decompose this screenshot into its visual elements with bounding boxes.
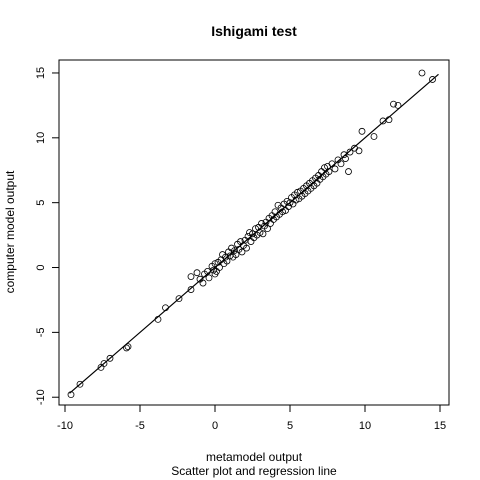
data-point bbox=[249, 230, 256, 238]
data-point bbox=[256, 229, 264, 236]
data-point bbox=[199, 279, 207, 287]
data-point bbox=[331, 165, 339, 173]
y-tick-label: -10 bbox=[35, 389, 47, 405]
y-tick-label: 10 bbox=[35, 132, 47, 144]
data-points bbox=[67, 69, 436, 399]
y-tick-label: 5 bbox=[35, 200, 47, 206]
x-axis: -10 -5 0 5 10 15 bbox=[57, 404, 446, 432]
data-point bbox=[340, 151, 348, 159]
data-point bbox=[321, 164, 328, 172]
data-point bbox=[252, 225, 259, 233]
y-axis-label: computer model output bbox=[3, 170, 17, 293]
data-point bbox=[175, 295, 183, 303]
data-point bbox=[123, 344, 130, 352]
x-tick-label: 5 bbox=[287, 420, 293, 432]
x-tick-label: 15 bbox=[434, 420, 446, 432]
data-point bbox=[216, 264, 223, 271]
data-point bbox=[337, 160, 345, 168]
data-point bbox=[223, 257, 231, 265]
data-point bbox=[187, 273, 195, 280]
data-point bbox=[342, 155, 349, 162]
data-point bbox=[247, 238, 255, 245]
chart-subtitle: Scatter plot and regression line bbox=[171, 464, 337, 478]
data-point bbox=[210, 266, 217, 274]
regression-line bbox=[69, 73, 439, 394]
data-point bbox=[370, 133, 378, 140]
data-point bbox=[345, 168, 352, 175]
y-axis: -10 -5 0 5 10 15 bbox=[35, 67, 60, 405]
data-point bbox=[231, 247, 238, 255]
data-point bbox=[429, 76, 436, 83]
data-point bbox=[187, 286, 195, 293]
data-point bbox=[358, 127, 366, 135]
data-point bbox=[418, 69, 426, 77]
x-axis-label: metamodel output bbox=[206, 450, 303, 464]
data-point bbox=[106, 354, 114, 362]
data-point bbox=[205, 274, 213, 282]
data-point bbox=[283, 197, 291, 205]
data-point bbox=[232, 251, 240, 258]
data-point bbox=[264, 225, 271, 233]
chart-title: Ishigami test bbox=[211, 23, 297, 39]
data-point bbox=[355, 147, 363, 155]
data-point bbox=[193, 269, 201, 277]
data-point bbox=[222, 253, 229, 261]
data-point bbox=[294, 188, 301, 196]
data-point bbox=[259, 230, 267, 238]
plot-frame bbox=[58, 59, 450, 406]
data-point bbox=[246, 229, 253, 236]
data-point bbox=[211, 260, 219, 268]
data-point bbox=[238, 248, 246, 256]
y-tick-label: -5 bbox=[35, 327, 47, 337]
x-tick-label: -10 bbox=[57, 420, 73, 432]
y-tick-label: 15 bbox=[35, 67, 47, 79]
data-point bbox=[394, 101, 402, 109]
data-point bbox=[346, 148, 354, 156]
data-point bbox=[390, 100, 397, 108]
data-point bbox=[76, 380, 84, 388]
data-point bbox=[243, 244, 250, 252]
x-tick-label: 0 bbox=[212, 420, 218, 432]
x-tick-label: -5 bbox=[135, 420, 145, 432]
y-tick-label: 0 bbox=[35, 264, 47, 270]
data-point bbox=[124, 343, 132, 351]
x-tick-label: 10 bbox=[359, 420, 371, 432]
data-point bbox=[286, 199, 294, 207]
data-point bbox=[97, 363, 105, 371]
